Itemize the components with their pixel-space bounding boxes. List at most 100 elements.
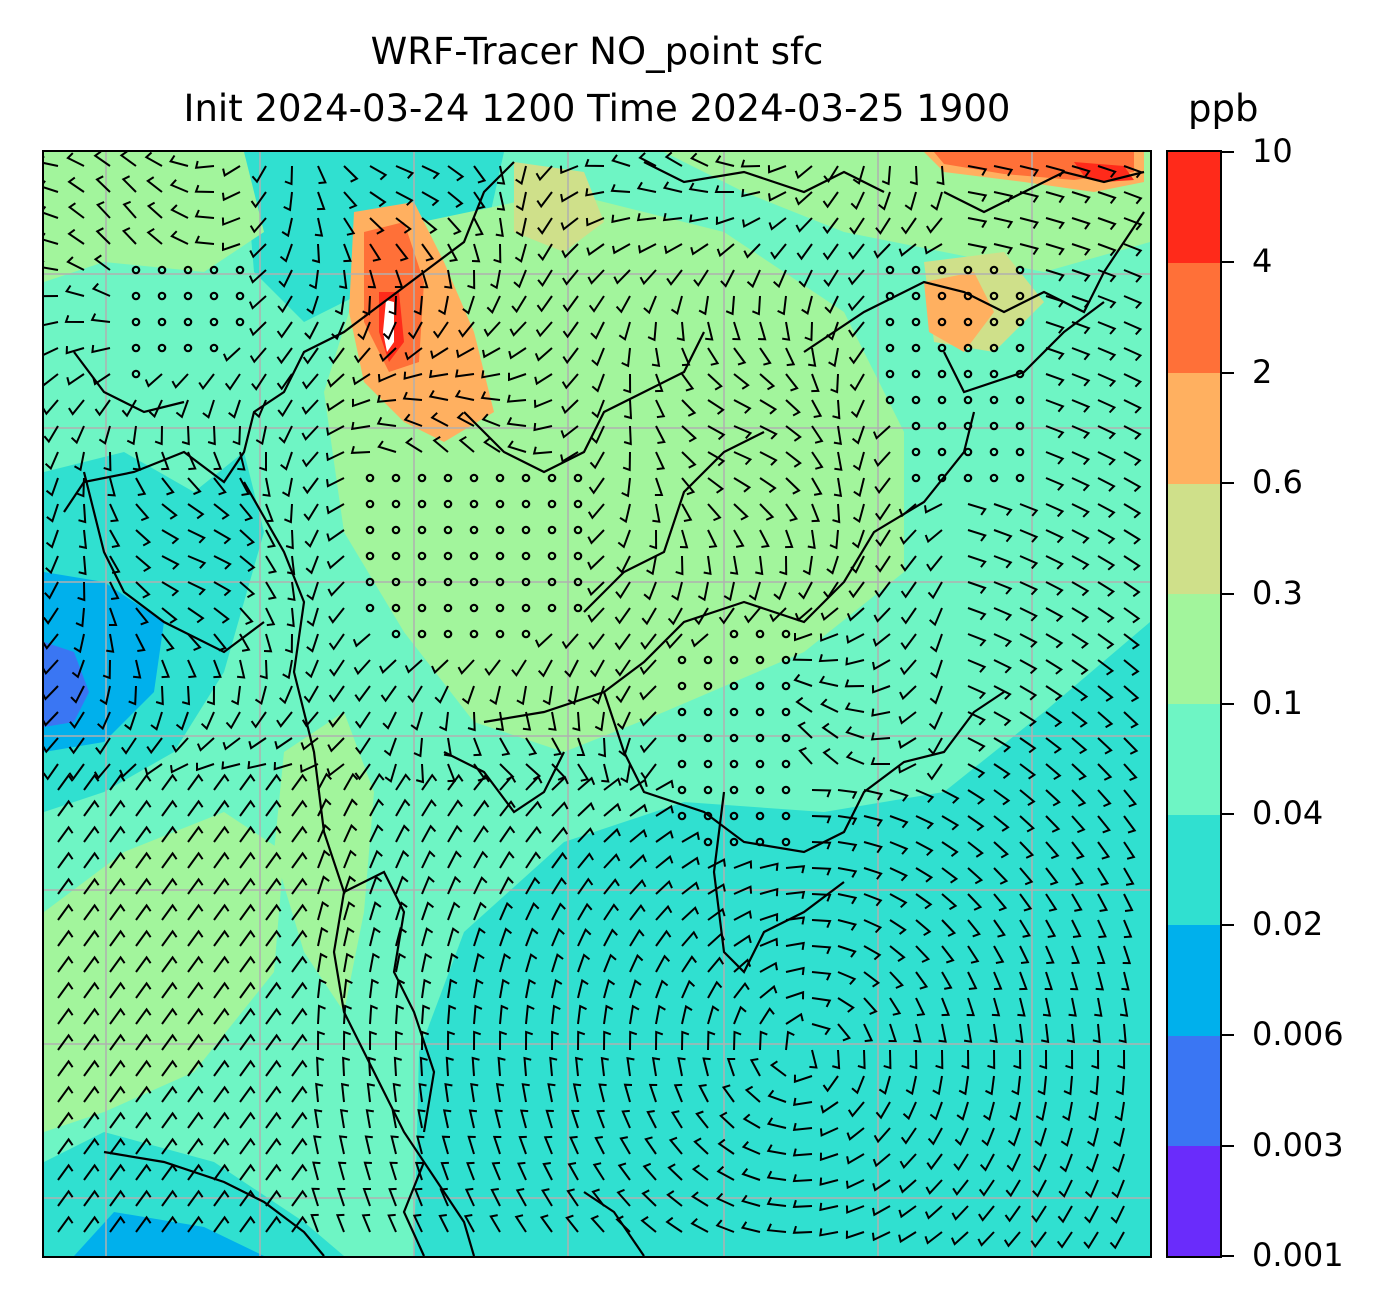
wind-barb [161,773,178,791]
wind-barb [967,685,987,700]
wind-barb [470,1082,479,1103]
calm-wind-marker [729,681,739,691]
colorbar-tick-label: 0.1 [1252,684,1303,722]
wind-barb [654,477,664,496]
wind-barb [720,269,735,288]
wind-barb [447,901,461,921]
wind-barb [978,1179,995,1197]
wind-barb [952,1179,969,1196]
wind-barb [794,191,813,206]
calm-wind-marker [963,265,973,275]
wind-barb [187,1059,204,1077]
wind-barb [522,711,532,731]
wind-barb [447,191,464,208]
calm-wind-marker [989,369,999,379]
wind-barb [591,1188,605,1207]
wind-barb [993,607,1013,621]
wind-barb [109,607,118,626]
wind-barb [276,321,293,339]
wind-barb [352,398,371,408]
calm-wind-marker [729,837,739,847]
wind-barb [846,607,865,622]
wind-barb [932,1075,943,1096]
wind-barb [993,503,1013,517]
wind-barb [239,929,256,947]
wind-barb [83,1137,100,1155]
wind-barb [1019,971,1028,991]
wind-barb [395,1030,404,1051]
wind-barb [78,529,88,550]
wind-barb [1019,763,1037,780]
calm-wind-marker [521,525,531,535]
wind-barb [463,1214,475,1233]
wind-barb [57,825,74,843]
calm-wind-marker [573,525,583,535]
wind-barb [905,1075,917,1096]
wind-barb [740,159,761,168]
calm-wind-marker [885,395,895,405]
colorbar-tick [1222,151,1234,153]
wind-barb [629,903,646,921]
wind-barb [523,1056,532,1077]
wind-barb [623,1083,633,1103]
wind-barb [591,685,605,705]
wind-barb [655,779,674,791]
wind-barb [109,799,126,817]
wind-barb [587,503,605,520]
wind-barb [187,799,204,817]
wind-barb [954,1127,969,1146]
wind-barb [109,773,126,791]
wind-barb [109,825,126,843]
wind-barb [560,217,579,231]
wind-barb [1071,711,1088,728]
wind-barb [1123,867,1135,886]
wind-barb [930,191,943,211]
wind-barb [1091,1049,1100,1070]
calm-wind-marker [417,525,427,535]
wind-barb [119,152,137,167]
wind-barb [1070,971,1079,991]
wind-barb [343,798,358,817]
wind-barb [329,659,345,677]
colorbar-tick [1222,1034,1234,1037]
wind-barb [66,152,85,167]
calm-wind-marker [131,369,141,379]
wind-barb [377,373,397,383]
wind-barb [670,295,683,316]
wind-barb [343,952,354,973]
calm-wind-marker [937,369,947,379]
calm-wind-marker [547,525,557,535]
wind-barb [483,437,501,453]
wind-barb [308,269,319,290]
wind-barb [889,997,902,1016]
wind-barb [577,1004,587,1025]
wind-barb [421,1004,431,1025]
wind-barb [57,1085,74,1103]
wind-barb [187,529,206,544]
wind-barb [1115,1075,1125,1096]
wind-barb [851,1075,865,1095]
wind-barb [915,919,932,937]
wind-barb [1063,1075,1073,1096]
wind-barb [1045,217,1065,230]
wind-barb [639,737,657,754]
wind-barb [302,347,319,365]
wind-barb [707,1030,716,1051]
wind-barb [567,1162,579,1181]
wind-barb [951,1205,969,1221]
wind-barb [927,1127,943,1146]
colorbar-tick [1222,371,1234,374]
wind-barb [250,711,267,729]
wind-barb [317,823,331,843]
wind-barb [716,243,735,258]
calm-wind-marker [989,473,999,483]
wind-barb [909,165,918,186]
calm-wind-marker [209,343,219,353]
wind-barb [161,503,178,520]
wind-barb [664,243,683,255]
wind-barb [277,399,293,418]
wind-barb [655,979,669,999]
wind-barb [1031,1205,1047,1223]
wind-barb [187,825,204,843]
wind-barb [537,269,553,288]
